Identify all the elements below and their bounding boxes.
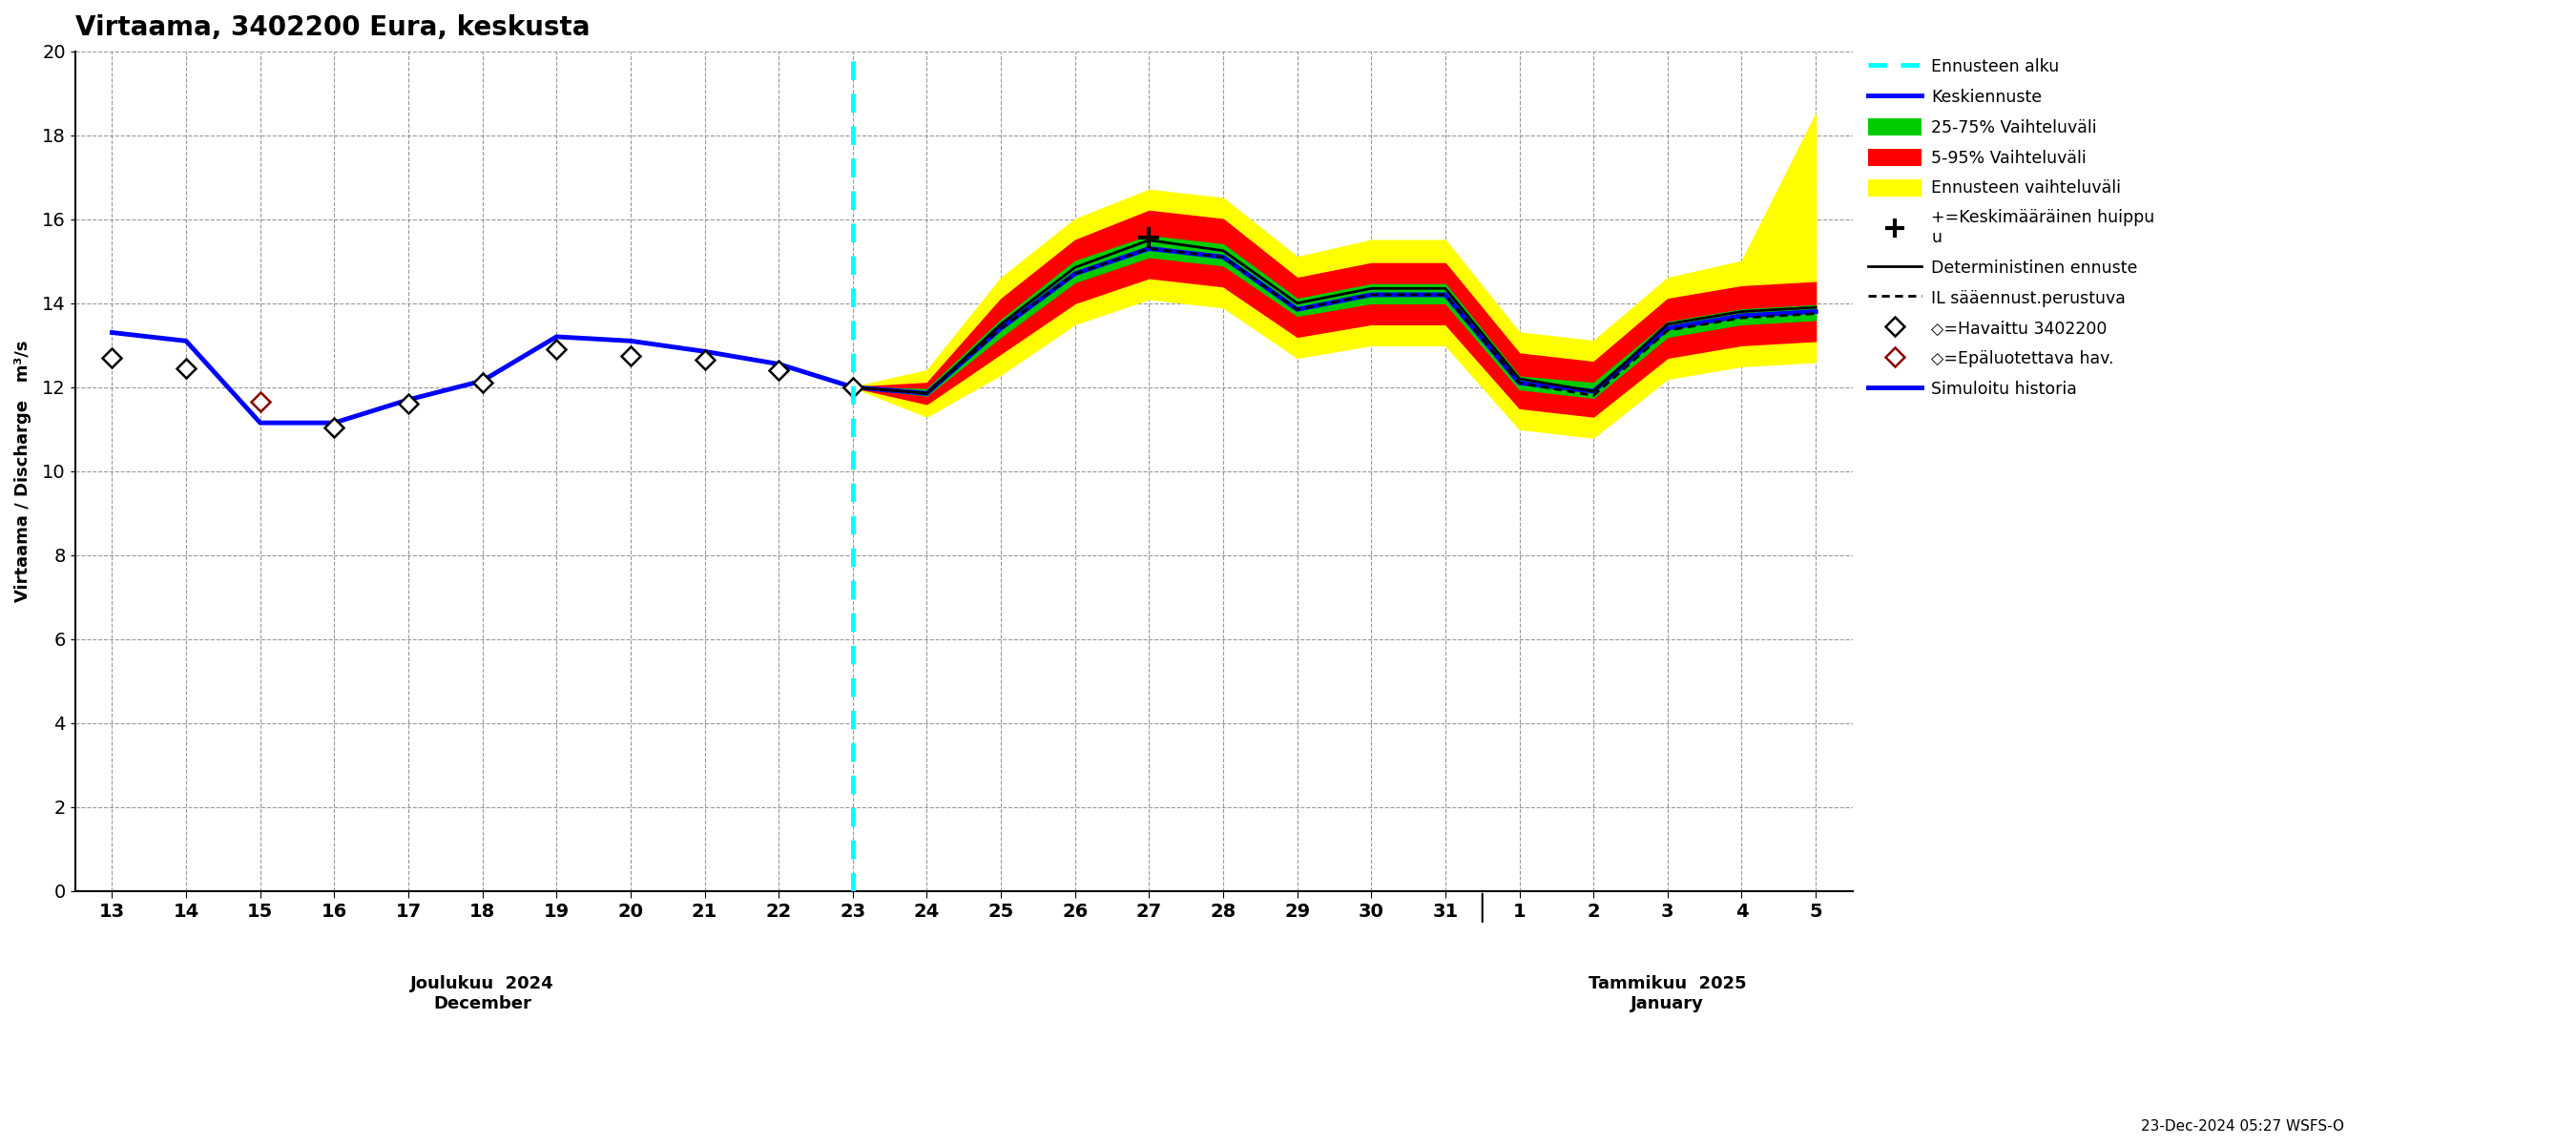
Text: Joulukuu  2024
December: Joulukuu 2024 December [410,976,554,1012]
Text: 23-Dec-2024 05:27 WSFS-O: 23-Dec-2024 05:27 WSFS-O [2141,1120,2344,1134]
Text: Virtaama, 3402200 Eura, keskusta: Virtaama, 3402200 Eura, keskusta [75,14,590,41]
Legend: Ennusteen alku, Keskiennuste, 25-75% Vaihteluväli, 5-95% Vaihteluväli, Ennusteen: Ennusteen alku, Keskiennuste, 25-75% Vai… [1862,52,2161,404]
Y-axis label: Virtaama / Discharge   m³/s: Virtaama / Discharge m³/s [15,340,31,602]
Text: Tammikuu  2025
January: Tammikuu 2025 January [1589,976,1747,1012]
